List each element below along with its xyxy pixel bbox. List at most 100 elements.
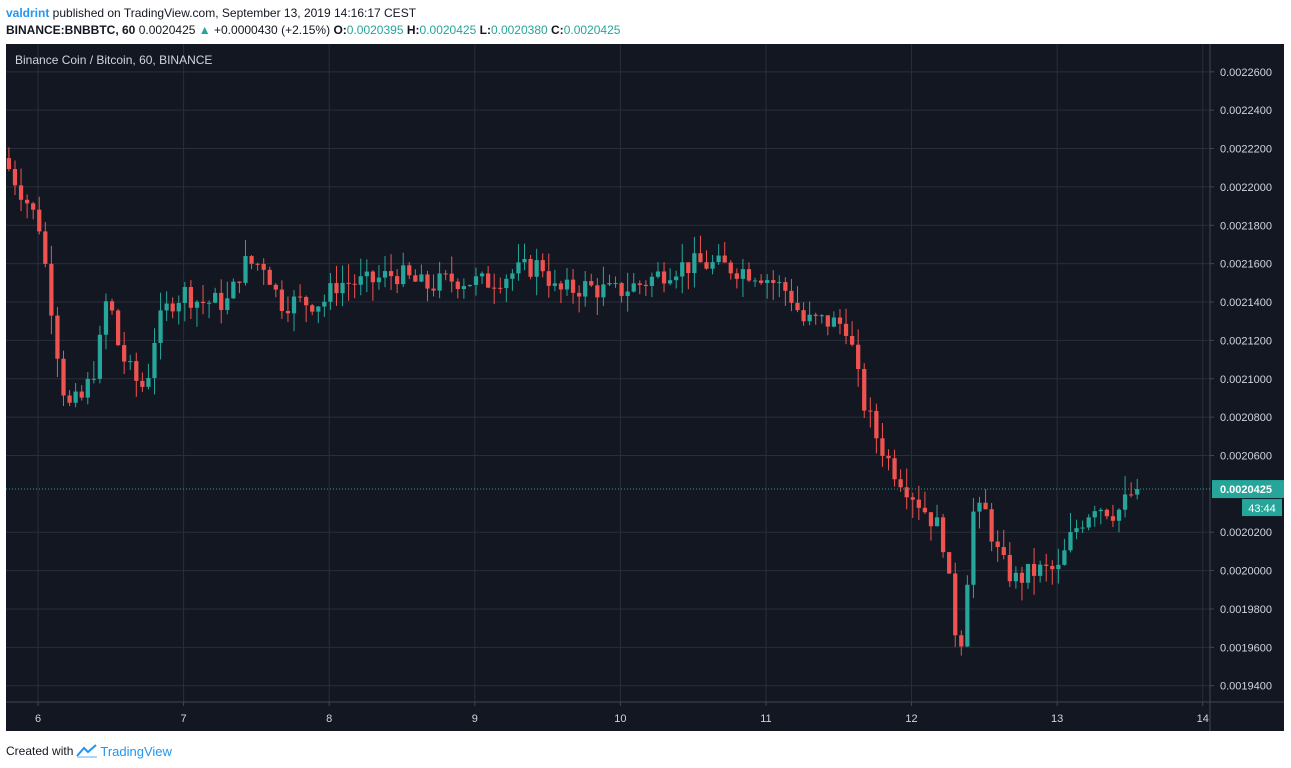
ohlc-line: BINANCE:BNBBTC, 60 0.0020425 ▲ +0.000043… — [6, 22, 1286, 38]
candle-up — [1086, 517, 1091, 528]
candle-up — [364, 271, 369, 277]
x-tick-label: 6 — [35, 713, 41, 725]
y-tick-label: 0.0020200 — [1220, 527, 1272, 539]
y-tick-label: 0.0022400 — [1220, 105, 1272, 117]
candle-down — [874, 410, 879, 439]
candle-down — [813, 314, 818, 316]
candle-up — [328, 283, 333, 302]
candle-up — [1116, 509, 1122, 521]
last-price-text: 0.0020425 — [138, 23, 196, 37]
candle-down — [619, 283, 624, 296]
candle-up — [243, 256, 248, 283]
candle-up — [631, 283, 636, 292]
candle-up — [103, 301, 109, 335]
candle-down — [922, 507, 928, 513]
candle-up — [1068, 532, 1073, 551]
candle-down — [577, 292, 582, 297]
last-price-label: 0.0020425 — [1220, 484, 1272, 496]
author-link[interactable]: valdrint — [6, 6, 50, 20]
candle-down — [595, 285, 600, 298]
candle-down — [1007, 555, 1012, 582]
candle-down — [989, 509, 994, 542]
candle-up — [467, 284, 473, 287]
candle-up — [710, 262, 715, 269]
candle-up — [583, 281, 588, 297]
candle-down — [352, 283, 357, 285]
candle-up — [401, 265, 406, 285]
candle-up — [777, 282, 782, 284]
candle-down — [722, 255, 727, 263]
candle-up — [152, 342, 157, 378]
candle-down — [1001, 547, 1006, 556]
candle-down — [431, 288, 436, 291]
low-label: L: — [479, 23, 491, 37]
candle-up — [1098, 509, 1103, 512]
candle-down — [18, 185, 24, 200]
candle-down — [388, 271, 394, 277]
last-price-badge — [1212, 480, 1284, 499]
candle-up — [158, 310, 163, 343]
candle-down — [698, 253, 703, 263]
candle-up — [1092, 511, 1097, 518]
countdown-badge — [1242, 499, 1282, 517]
candle-up — [674, 276, 679, 281]
candle-down — [200, 301, 206, 304]
x-tick-label: 12 — [905, 713, 917, 725]
candle-down — [953, 573, 958, 636]
candle-down — [237, 281, 242, 283]
candle-up — [934, 517, 940, 527]
tradingview-brand-link[interactable]: TradingView — [100, 743, 172, 759]
x-tick-label: 9 — [472, 713, 478, 725]
candle-up — [819, 315, 824, 317]
candle-down — [837, 317, 843, 324]
candle-up — [1025, 563, 1031, 583]
candle-down — [443, 273, 448, 275]
y-tick-label: 0.0021200 — [1220, 335, 1272, 347]
candle-down — [1050, 565, 1055, 570]
candle-down — [413, 275, 418, 282]
candle-up — [322, 301, 327, 307]
candle-down — [140, 380, 145, 387]
candle-up — [231, 281, 236, 299]
candle-down — [1044, 564, 1049, 566]
candlestick-chart[interactable]: 0.0022600 0.0022400 0.0022200 0.0022000 0.00… — [6, 44, 1284, 731]
candle-down — [1104, 509, 1109, 517]
candle-up — [534, 260, 539, 277]
candle-up — [552, 283, 557, 286]
y-tick-label: 0.0019400 — [1220, 681, 1272, 693]
candle-up — [1080, 527, 1085, 529]
candle-down — [789, 290, 794, 303]
chart-container[interactable]: 0.0022600 0.0022400 0.0022200 0.0022000 0.00… — [6, 44, 1284, 731]
candle-down — [540, 260, 545, 272]
candle-down — [346, 282, 351, 284]
candle-down — [916, 499, 921, 508]
candle-up — [807, 314, 812, 322]
candle-up — [97, 334, 103, 379]
candle-down — [570, 279, 576, 293]
candle-up — [601, 284, 606, 298]
candle-down — [528, 258, 533, 277]
candle-up — [655, 271, 661, 277]
candle-up — [613, 283, 618, 285]
y-tick-label: 0.0021600 — [1220, 259, 1272, 271]
candle-down — [995, 541, 1000, 548]
candle-up — [461, 286, 466, 290]
candle-down — [188, 286, 194, 308]
y-tick-label: 0.0022000 — [1220, 182, 1272, 194]
y-tick-label: 0.0019800 — [1220, 604, 1272, 616]
candle-up — [680, 262, 685, 277]
candle-up — [382, 271, 388, 278]
candle-up — [692, 253, 697, 274]
candle-up — [716, 255, 721, 263]
candle-up — [977, 502, 982, 512]
candle-up — [1013, 572, 1019, 582]
candle-down — [771, 280, 776, 283]
candle-down — [486, 273, 491, 288]
candle-up — [1056, 564, 1061, 570]
high-value: 0.0020425 — [419, 23, 477, 37]
candle-down — [856, 344, 861, 369]
candle-up — [176, 302, 181, 312]
candle-down — [795, 302, 800, 311]
candle-up — [971, 511, 976, 585]
candle-up — [419, 274, 424, 282]
